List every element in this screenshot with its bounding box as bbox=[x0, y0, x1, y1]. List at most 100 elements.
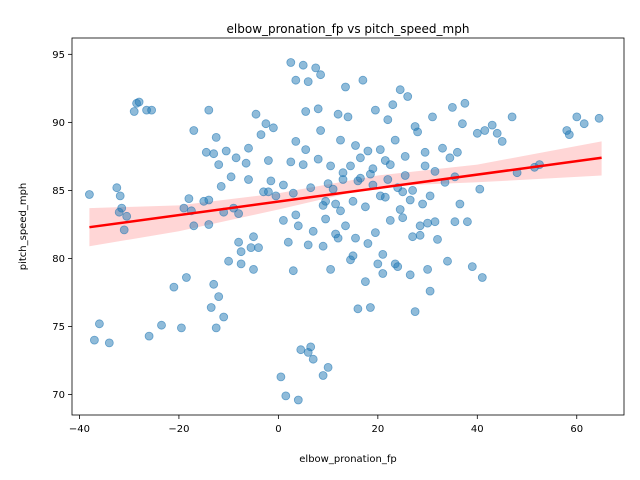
scatter-point bbox=[383, 115, 393, 125]
scatter-point bbox=[410, 122, 420, 131]
scatter-point bbox=[244, 175, 253, 184]
scatter-point bbox=[286, 157, 296, 167]
scatter-point bbox=[286, 58, 296, 67]
scatter-point bbox=[234, 209, 244, 219]
scatter-point bbox=[157, 320, 166, 330]
scatter-point bbox=[204, 220, 214, 229]
scatter-point bbox=[214, 160, 224, 170]
scatter-point bbox=[410, 307, 420, 317]
scatter-point bbox=[134, 97, 144, 107]
scatter-point bbox=[400, 171, 410, 180]
scatter-point bbox=[301, 145, 311, 155]
scatter-point bbox=[189, 221, 199, 231]
scatter-point bbox=[303, 240, 313, 250]
scatter-point bbox=[214, 292, 224, 302]
ci-band-layer bbox=[89, 141, 602, 247]
scatter-point bbox=[338, 175, 348, 184]
scatter-point bbox=[211, 132, 221, 142]
scatter-point bbox=[443, 256, 452, 266]
scatter-point bbox=[263, 156, 273, 165]
scatter-point bbox=[385, 215, 395, 225]
y-axis: 70 75 80 85 90 95 bbox=[52, 50, 72, 401]
scatter-point bbox=[460, 98, 470, 108]
scatter-point bbox=[343, 112, 353, 122]
scatter-point bbox=[594, 113, 604, 123]
scatter-point bbox=[450, 217, 460, 227]
scatter-point bbox=[181, 273, 191, 282]
scatter-point bbox=[365, 303, 375, 312]
scatter-point bbox=[378, 269, 388, 278]
confidence-band bbox=[89, 141, 602, 247]
scatter-point bbox=[104, 338, 114, 348]
scatter-point bbox=[428, 112, 437, 122]
scatter-point bbox=[348, 251, 358, 261]
scatter-point bbox=[395, 85, 405, 95]
scatter-point bbox=[430, 217, 440, 227]
scatter-point bbox=[321, 214, 331, 224]
scatter-point bbox=[85, 190, 94, 199]
scatter-point bbox=[457, 119, 467, 129]
scatter-point bbox=[363, 146, 373, 156]
scatter-point bbox=[398, 187, 408, 197]
scatter-point bbox=[360, 202, 370, 212]
scatter-point bbox=[224, 256, 234, 266]
scatter-point bbox=[216, 181, 226, 191]
scatter-point bbox=[375, 191, 385, 201]
scatter-point bbox=[226, 172, 236, 182]
scatter-point bbox=[323, 179, 333, 189]
y-tick-label: 90 bbox=[52, 118, 65, 129]
scatter-point bbox=[492, 128, 502, 138]
scatter-point bbox=[326, 161, 336, 171]
scatter-point bbox=[90, 335, 99, 345]
scatter-point bbox=[380, 156, 390, 165]
scatter-point bbox=[475, 184, 485, 194]
scatter-point bbox=[564, 130, 574, 140]
scatter-point bbox=[147, 105, 157, 115]
scatter-point bbox=[291, 210, 301, 220]
scatter-point bbox=[375, 145, 385, 155]
scatter-point bbox=[445, 153, 455, 163]
scatter-point bbox=[346, 161, 355, 171]
scatter-point bbox=[241, 158, 251, 168]
scatter-point bbox=[318, 241, 328, 251]
scatter-point bbox=[288, 266, 298, 276]
scatter-point bbox=[206, 303, 216, 312]
scatter-point bbox=[184, 194, 194, 204]
x-axis-label: elbow_pronation_fp bbox=[299, 454, 396, 465]
scatter-point bbox=[433, 234, 442, 244]
scatter-point bbox=[348, 196, 358, 206]
scatter-point bbox=[301, 107, 311, 116]
scatter-point bbox=[363, 239, 373, 248]
scatter-point bbox=[333, 233, 343, 243]
scatter-point bbox=[415, 221, 425, 231]
x-tick-label: 0 bbox=[275, 424, 281, 435]
scatter-point bbox=[313, 104, 323, 114]
x-tick-label: 40 bbox=[471, 424, 484, 435]
scatter-point bbox=[405, 270, 415, 280]
scatter-point bbox=[316, 70, 326, 80]
scatter-point bbox=[251, 109, 261, 119]
scatter-point bbox=[308, 354, 318, 364]
scatter-point bbox=[423, 264, 433, 274]
y-tick-label: 80 bbox=[52, 254, 65, 265]
scatter-point bbox=[398, 213, 408, 223]
scatter-point bbox=[326, 264, 336, 274]
scatter-point bbox=[261, 119, 271, 129]
scatter-point bbox=[447, 103, 457, 112]
scatter-point bbox=[266, 176, 276, 186]
scatter-point bbox=[467, 262, 477, 272]
scatter-point bbox=[115, 191, 125, 201]
x-tick-label: 20 bbox=[371, 424, 384, 435]
scatter-point bbox=[254, 243, 263, 253]
scatter-point bbox=[221, 146, 231, 156]
scatter-point bbox=[336, 206, 345, 216]
scatter-point bbox=[144, 331, 154, 341]
scatter-point bbox=[351, 141, 360, 150]
scatter-point bbox=[373, 259, 383, 269]
y-tick-label: 85 bbox=[52, 186, 65, 197]
scatter-point bbox=[199, 196, 209, 206]
scatter-point bbox=[95, 319, 104, 329]
scatter-point bbox=[408, 232, 418, 242]
scatter-point bbox=[358, 75, 368, 85]
